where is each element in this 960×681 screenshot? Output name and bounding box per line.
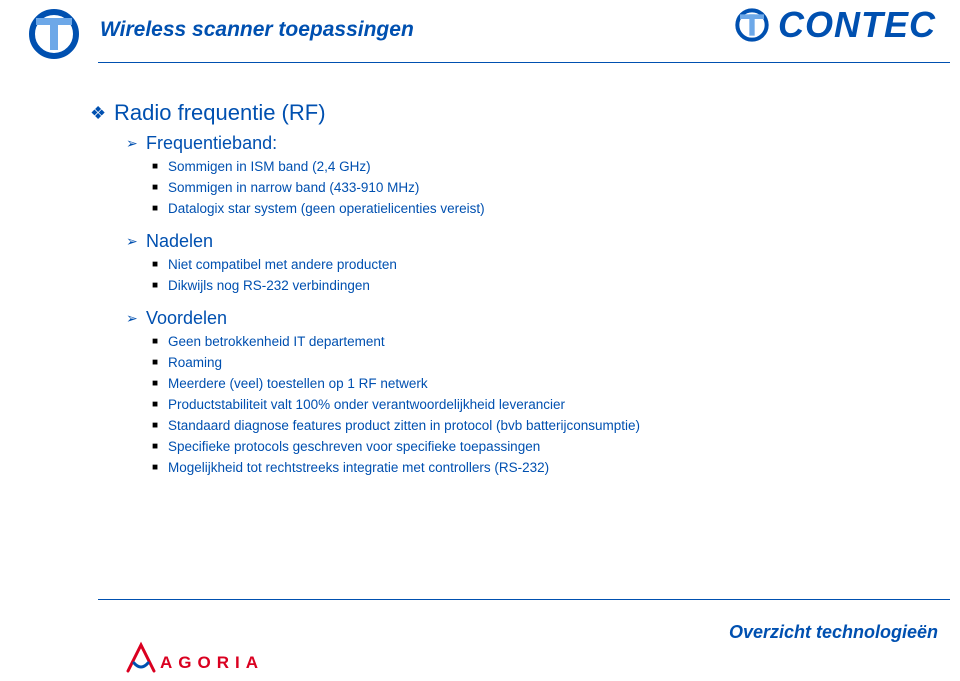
slide-title: Wireless scanner toepassingen (100, 18, 414, 42)
square-icon: ■ (152, 375, 168, 393)
square-icon: ■ (152, 354, 168, 372)
bullet-text: Niet compatibel met andere producten (168, 256, 397, 274)
square-icon: ■ (152, 459, 168, 477)
bullet-text: Frequentieband: (146, 132, 277, 154)
square-icon: ■ (152, 158, 168, 176)
square-icon: ■ (152, 333, 168, 351)
header-divider (98, 62, 950, 63)
bullet-text: Geen betrokkenheid IT departement (168, 333, 385, 351)
bullet-text: Standaard diagnose features product zitt… (168, 417, 640, 435)
bullet-text: Productstabiliteit valt 100% onder veran… (168, 396, 565, 414)
footer: AGORIA Overzicht technologieën (0, 599, 960, 681)
bullet-lvl3: ■ Roaming (152, 354, 920, 372)
triangle-icon: ➢ (126, 230, 146, 252)
agoria-logo: AGORIA (160, 653, 264, 673)
square-icon: ■ (152, 438, 168, 456)
bullet-lvl3: ■ Productstabiliteit valt 100% onder ver… (152, 396, 920, 414)
bullet-lvl1: ❖ Radio frequentie (RF) (90, 100, 920, 126)
footer-divider (98, 599, 950, 600)
bullet-lvl3: ■ Mogelijkheid tot rechtstreeks integrat… (152, 459, 920, 477)
bullet-lvl2: ➢ Nadelen (126, 230, 920, 252)
bullet-lvl2: ➢ Frequentieband: (126, 132, 920, 154)
square-icon: ■ (152, 200, 168, 218)
agoria-mark-icon (124, 641, 158, 675)
header: Wireless scanner toepassingen CONTEC (0, 0, 960, 70)
bullet-lvl3: ■ Standaard diagnose features product zi… (152, 417, 920, 435)
bullet-text: Radio frequentie (RF) (114, 100, 326, 126)
bullet-lvl3: ■ Geen betrokkenheid IT departement (152, 333, 920, 351)
bullet-text: Mogelijkheid tot rechtstreeks integratie… (168, 459, 549, 477)
lvl3-group: ■ Sommigen in ISM band (2,4 GHz) ■ Sommi… (152, 158, 920, 218)
agoria-logo-text: AGORIA (160, 653, 264, 672)
bullet-text: Roaming (168, 354, 222, 372)
contec-logo: CONTEC (732, 4, 936, 46)
bullet-lvl3: ■ Dikwijls nog RS-232 verbindingen (152, 277, 920, 295)
bullet-lvl3: ■ Niet compatibel met andere producten (152, 256, 920, 274)
contec-mark-icon (732, 5, 772, 45)
square-icon: ■ (152, 417, 168, 435)
bullet-text: Sommigen in ISM band (2,4 GHz) (168, 158, 371, 176)
bullet-text: Datalogix star system (geen operatielice… (168, 200, 485, 218)
bullet-text: Meerdere (veel) toestellen op 1 RF netwe… (168, 375, 428, 393)
footer-caption: Overzicht technologieën (729, 622, 938, 643)
square-icon: ■ (152, 396, 168, 414)
lvl3-group: ■ Niet compatibel met andere producten ■… (152, 256, 920, 295)
diamond-icon: ❖ (90, 100, 114, 126)
triangle-icon: ➢ (126, 307, 146, 329)
lvl3-group: ■ Geen betrokkenheid IT departement ■ Ro… (152, 333, 920, 477)
triangle-icon: ➢ (126, 132, 146, 154)
bullet-lvl3: ■ Sommigen in narrow band (433-910 MHz) (152, 179, 920, 197)
bullet-text: Sommigen in narrow band (433-910 MHz) (168, 179, 419, 197)
bullet-lvl3: ■ Specifieke protocols geschreven voor s… (152, 438, 920, 456)
content-area: ❖ Radio frequentie (RF) ➢ Frequentieband… (90, 100, 920, 493)
lvl2-group: ➢ Frequentieband: ■ Sommigen in ISM band… (126, 132, 920, 477)
bullet-text: Nadelen (146, 230, 213, 252)
contec-logo-text: CONTEC (778, 4, 936, 46)
bullet-text: Specifieke protocols geschreven voor spe… (168, 438, 540, 456)
bullet-lvl3: ■ Sommigen in ISM band (2,4 GHz) (152, 158, 920, 176)
bullet-text: Voordelen (146, 307, 227, 329)
bullet-text: Dikwijls nog RS-232 verbindingen (168, 277, 370, 295)
bullet-lvl3: ■ Datalogix star system (geen operatieli… (152, 200, 920, 218)
square-icon: ■ (152, 277, 168, 295)
square-icon: ■ (152, 256, 168, 274)
tc-logo-icon (24, 8, 84, 60)
bullet-lvl3: ■ Meerdere (veel) toestellen op 1 RF net… (152, 375, 920, 393)
square-icon: ■ (152, 179, 168, 197)
bullet-lvl2: ➢ Voordelen (126, 307, 920, 329)
